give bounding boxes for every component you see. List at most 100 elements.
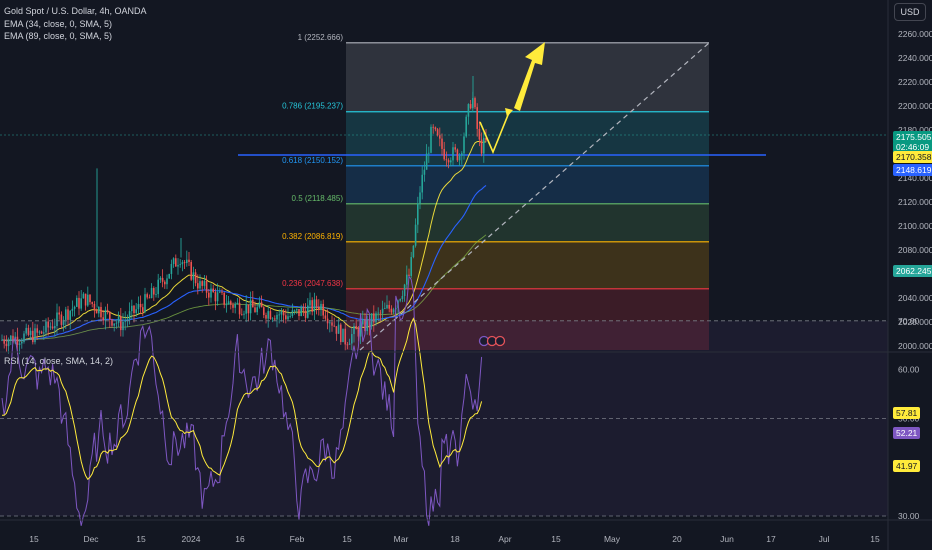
fib-level-label: 0.236 (2047.638) <box>282 279 343 288</box>
candle-body <box>221 291 223 293</box>
candle-body <box>375 313 377 323</box>
candle-body <box>366 319 368 332</box>
candle-body <box>335 326 338 334</box>
candle-body <box>474 98 476 108</box>
candle-body <box>322 303 324 316</box>
candle-body <box>467 104 470 117</box>
candle-body <box>133 305 135 314</box>
candle-body <box>102 317 104 321</box>
candle-body <box>329 322 331 324</box>
candle-body <box>153 288 155 295</box>
candle-body <box>216 292 219 302</box>
candle-body <box>293 310 296 312</box>
candle-body <box>124 320 126 322</box>
candle-body <box>436 129 439 136</box>
candle-body <box>45 321 47 333</box>
candle-body <box>1 339 3 341</box>
candle-body <box>386 304 388 309</box>
candle-body <box>227 301 230 305</box>
candle-body <box>201 281 203 286</box>
time-tick-label: Jun <box>720 534 734 544</box>
fib-level-label: 1 (2252.666) <box>298 33 344 42</box>
candle-body <box>355 325 357 330</box>
candle-body <box>177 265 179 267</box>
candle-body <box>271 318 274 320</box>
candle-body <box>414 224 417 246</box>
time-tick-label: 15 <box>136 534 146 544</box>
fib-level-label: 0.5 (2118.485) <box>292 194 344 203</box>
candle-body <box>71 308 74 311</box>
price-tick-label: 2260.000 <box>898 29 932 39</box>
time-tick-label: Apr <box>498 534 511 544</box>
time-tick-label: 15 <box>551 534 561 544</box>
candle-body <box>117 316 120 323</box>
candle-body <box>274 318 276 320</box>
candle-body <box>62 319 65 325</box>
rsi-badge: 52.21 <box>893 427 921 439</box>
price-tick-label: 2200.000 <box>898 101 932 111</box>
price-tick-label: 2240.000 <box>898 53 932 63</box>
candle-body <box>412 245 415 258</box>
candle-body <box>430 126 432 153</box>
candle-body <box>16 336 19 345</box>
candle-body <box>230 301 232 305</box>
candle-body <box>54 326 56 329</box>
symbol-legend[interactable]: Gold Spot / U.S. Dollar, 4h, OANDA <box>4 6 147 16</box>
price-tick-label: 2220.000 <box>898 77 932 87</box>
candle-body <box>454 147 456 150</box>
candle-body <box>452 147 454 161</box>
candle-body <box>421 174 423 193</box>
candle-body <box>408 274 410 276</box>
candle-body <box>104 309 107 321</box>
candle-body <box>223 292 225 305</box>
price-badge: 02:46:09 <box>893 141 932 153</box>
candle-body <box>302 307 305 311</box>
time-tick-label: 18 <box>450 534 460 544</box>
candle-body <box>419 192 421 204</box>
fib-zone <box>346 165 709 204</box>
candle-body <box>333 325 335 327</box>
candle-body <box>199 281 201 289</box>
candle-body <box>348 343 351 345</box>
candle-body <box>425 153 428 170</box>
candle-body <box>32 330 34 343</box>
candle-body <box>304 310 307 318</box>
candle-body <box>359 324 362 337</box>
candle-body <box>150 288 153 299</box>
candle-body <box>47 321 49 328</box>
rsi-badge: 41.97 <box>893 460 921 472</box>
candle-body <box>300 307 302 317</box>
candle-body <box>95 310 98 314</box>
rsi-ma-line <box>2 317 483 481</box>
candle-body <box>131 305 133 312</box>
candle-body <box>313 299 316 312</box>
currency-button[interactable]: USD <box>894 3 926 21</box>
price-tick-label: 2020.000 <box>898 317 932 327</box>
candle-body <box>280 311 283 315</box>
ema89-legend[interactable]: EMA (89, close, 0, SMA, 5) <box>4 31 113 41</box>
fib-zone <box>346 241 709 289</box>
candle-body <box>357 329 360 337</box>
candle-body <box>463 136 465 154</box>
candle-body <box>364 319 366 332</box>
candle-body <box>128 311 131 320</box>
candle-body <box>51 326 54 329</box>
candle-body <box>458 155 461 161</box>
candle-body <box>106 309 109 312</box>
candle-body <box>478 128 481 140</box>
ema34-legend[interactable]: EMA (34, close, 0, SMA, 5) <box>4 19 113 29</box>
time-tick-label: Feb <box>290 534 305 544</box>
rsi-legend[interactable]: RSI (14, close, SMA, 14, 2) <box>4 356 114 366</box>
candle-body <box>362 319 364 325</box>
candle-body <box>296 308 298 311</box>
fib-zone <box>346 111 709 166</box>
time-tick-label: Jul <box>819 534 830 544</box>
candle-body <box>67 309 69 320</box>
candle-body <box>320 303 322 311</box>
rsi-tick-label: 30.00 <box>898 511 920 521</box>
candle-body <box>379 312 382 314</box>
dashed-trendline <box>359 42 710 351</box>
candle-body <box>234 303 236 308</box>
